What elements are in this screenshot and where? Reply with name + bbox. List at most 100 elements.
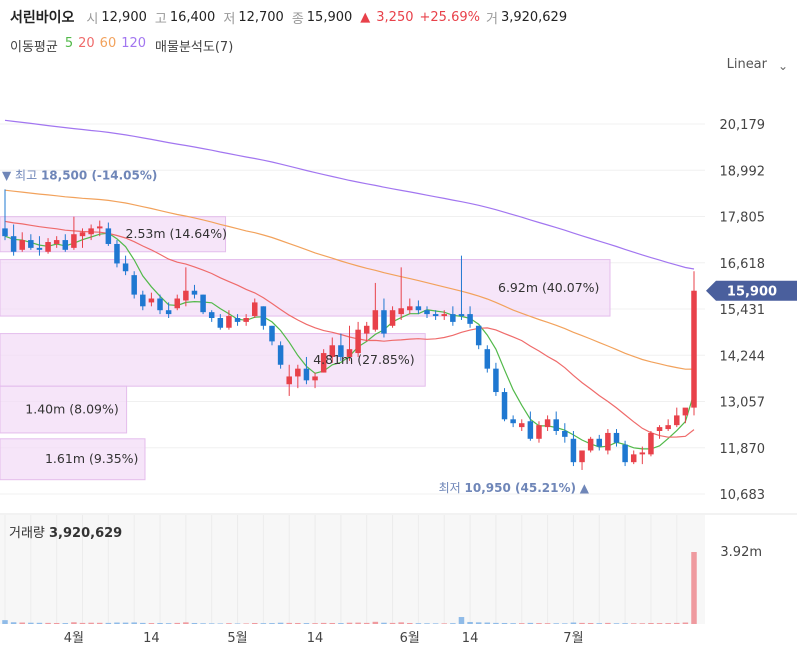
volume-bar	[656, 623, 663, 624]
ma60-line	[4, 189, 695, 370]
candle-body	[114, 243, 120, 264]
quote-header: 서린바이오 시 12,900 고 16,400 저 12,700 종 15,90…	[10, 6, 575, 28]
volume-bar	[544, 623, 551, 624]
volume-bar	[269, 623, 275, 624]
low-label: 저	[223, 11, 236, 27]
x-tick-label: 14	[307, 631, 324, 646]
volume-bar	[510, 623, 516, 624]
ma5-label[interactable]: 5	[64, 36, 74, 51]
low-value: 12,700	[238, 9, 284, 25]
volume-bar	[682, 622, 689, 624]
current-price-tag	[706, 280, 797, 301]
volume-profile-label[interactable]: 매물분석도(7)	[155, 40, 234, 55]
candle-body	[407, 306, 413, 311]
high-value: 16,400	[169, 9, 216, 25]
moving-average-legend[interactable]: 이동평균 5 20 60 120 매물분석도(7)	[10, 36, 233, 55]
candle-body	[553, 419, 559, 431]
volume-bar	[613, 623, 620, 624]
volume-bar	[174, 622, 180, 624]
y-tick-label: 16,618	[720, 257, 766, 272]
volume-profile-label: 1.61m (9.35%)	[45, 451, 138, 466]
candle-body	[363, 325, 370, 334]
volume-profile-label: 2.53m (14.64%)	[126, 226, 227, 241]
candle-body	[208, 312, 215, 319]
volume-bar	[493, 622, 499, 624]
candle-body	[381, 310, 387, 334]
ma60-label[interactable]: 60	[99, 36, 117, 51]
candle-body	[484, 349, 491, 369]
candle-body	[596, 438, 603, 447]
volume-bar	[165, 623, 172, 624]
candle-body	[579, 450, 585, 463]
x-tick-label: 5월	[227, 631, 247, 646]
volume-bar	[630, 623, 637, 624]
volume-bar	[432, 623, 439, 624]
y-tick-label: 10,683	[720, 488, 766, 503]
scale-selector[interactable]: Linear	[726, 57, 767, 72]
volume-bar	[105, 622, 112, 624]
volume-bar	[475, 622, 482, 624]
candle-body	[691, 290, 697, 408]
volume-bar	[131, 622, 137, 624]
volume-bar	[587, 622, 594, 624]
candle-body	[191, 290, 198, 295]
candle-body	[648, 432, 654, 455]
candle-body	[338, 345, 344, 357]
candle-body	[389, 310, 396, 326]
volume-bar	[226, 623, 232, 624]
high-marker: ▼ 최고 18,500 (-14.05%)	[2, 168, 157, 182]
volume-bar	[398, 622, 404, 624]
candle-body	[346, 349, 353, 357]
candle-body	[674, 415, 680, 426]
ma20-label[interactable]: 20	[78, 36, 95, 51]
y-tick-label: 20,179	[720, 118, 766, 133]
volume-bar	[415, 623, 422, 624]
candle-body	[320, 353, 327, 373]
volume-bar	[312, 623, 318, 624]
x-tick-label: 14	[143, 631, 160, 646]
candle-body	[432, 314, 439, 317]
volume-profile-label: 6.92m (40.07%)	[498, 280, 599, 295]
volume-bar	[234, 623, 241, 624]
candle-body	[682, 407, 689, 416]
chevron-down-icon[interactable]: ⌄	[777, 59, 788, 73]
candle-body	[613, 432, 620, 443]
volume-bar	[71, 622, 77, 624]
close-label: 종	[291, 11, 304, 27]
volume-bar	[381, 622, 387, 624]
x-tick-label: 7월	[563, 631, 583, 646]
volume-bar	[450, 623, 456, 624]
volume-panel-background	[0, 515, 705, 624]
candle-body	[510, 419, 516, 424]
volume-bar	[562, 623, 568, 624]
volume-bar	[536, 623, 542, 624]
volume-bar	[295, 622, 301, 624]
volume-bar	[596, 623, 603, 624]
candle-body	[260, 306, 267, 326]
candle-body	[28, 240, 34, 248]
ma120-label[interactable]: 120	[121, 36, 147, 51]
candle-body	[200, 294, 206, 313]
candle-body	[96, 226, 103, 229]
volume-bar	[320, 622, 327, 624]
candle-body	[467, 314, 473, 324]
volume-bar	[79, 622, 86, 624]
candle-body	[252, 302, 258, 317]
candle-body	[183, 290, 189, 301]
candle-body	[226, 316, 232, 328]
candle-body	[605, 432, 611, 451]
y-tick-label: 18,992	[720, 164, 766, 179]
volume-bar	[441, 623, 447, 624]
candle-body	[458, 314, 465, 317]
candle-body	[53, 240, 60, 244]
candle-body	[105, 228, 112, 244]
volume-bar	[45, 622, 51, 624]
volume-bar	[88, 622, 94, 624]
volume-bar	[157, 622, 163, 624]
volume-profile-label: 4.81m (27.85%)	[313, 352, 414, 367]
ma-title: 이동평균	[10, 40, 58, 55]
y-tick-label: 11,870	[720, 442, 766, 457]
volume-bar	[501, 622, 508, 624]
stock-name: 서린바이오	[10, 10, 75, 26]
